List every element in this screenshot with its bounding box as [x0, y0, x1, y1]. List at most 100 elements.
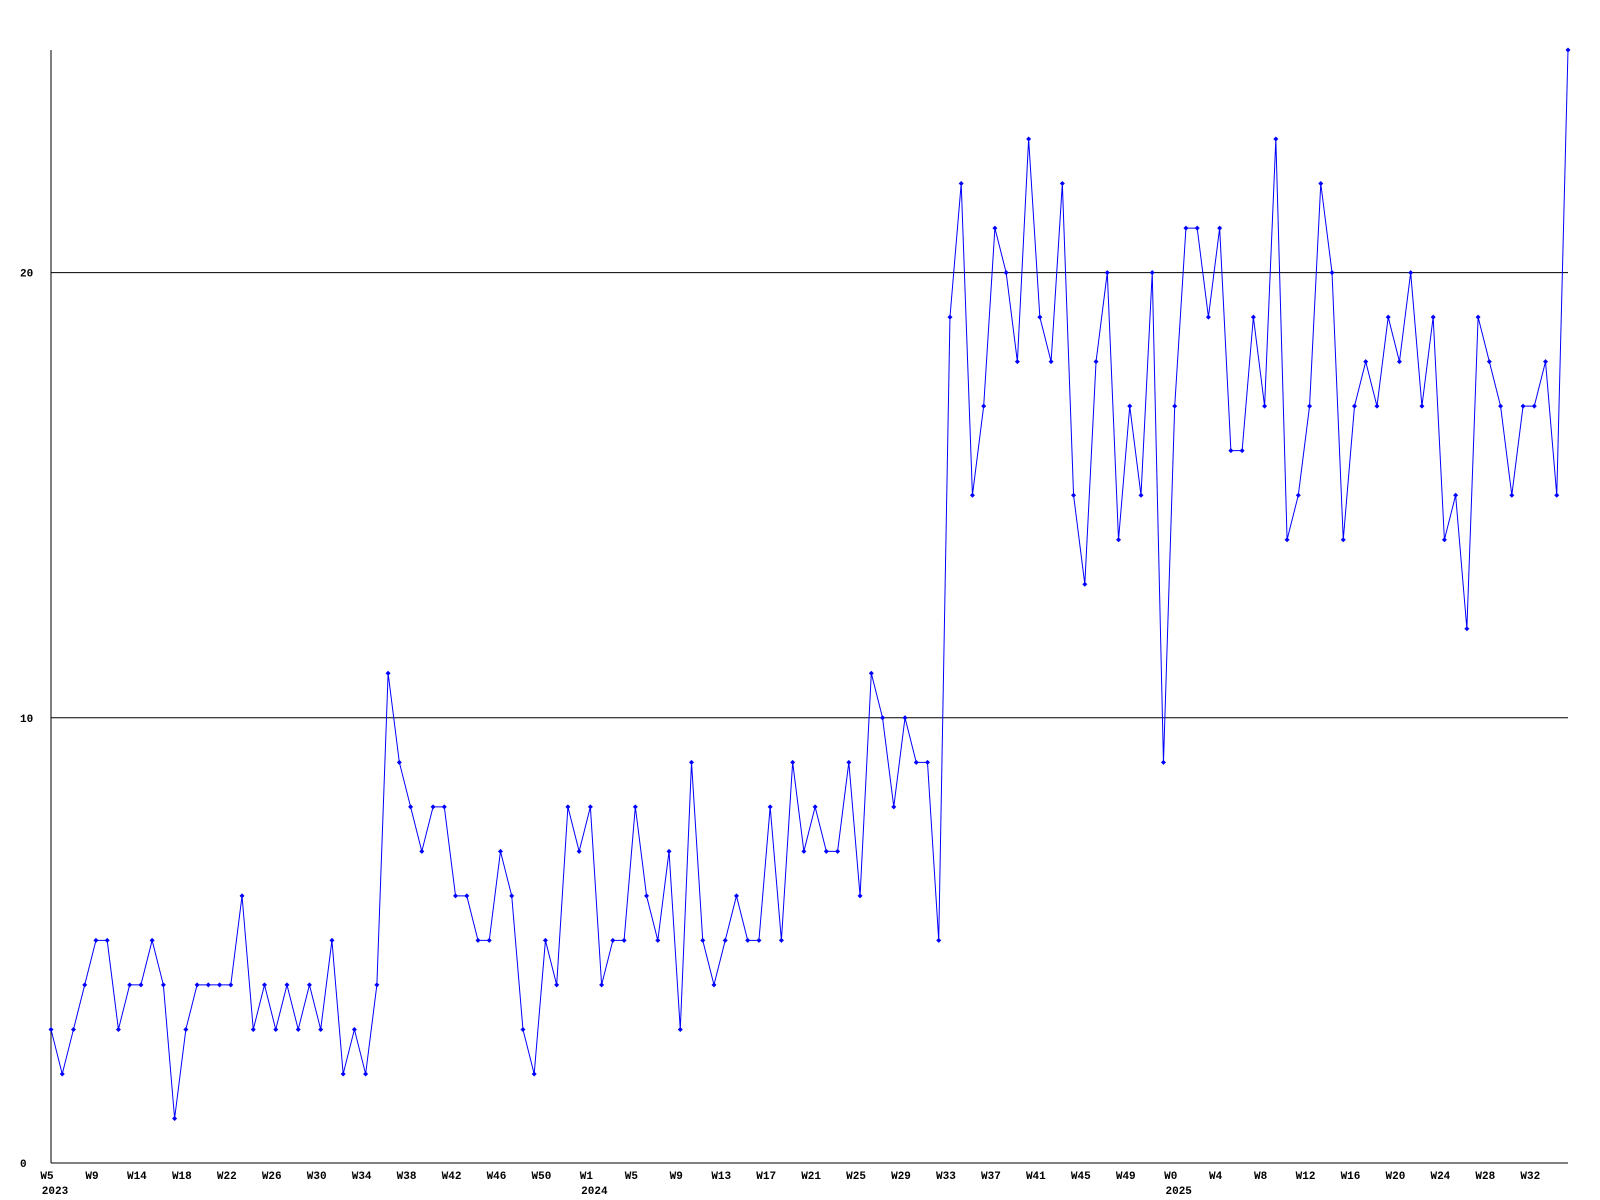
- point: [1441, 537, 1447, 543]
- point: [1059, 181, 1065, 187]
- point: [239, 893, 245, 899]
- x-tick-label: W26: [262, 1171, 282, 1183]
- point: [1408, 270, 1414, 276]
- x-tick-label: W4: [1209, 1171, 1223, 1183]
- point: [1430, 314, 1436, 320]
- point: [992, 225, 998, 231]
- x-tick-label: W38: [397, 1171, 417, 1183]
- point: [408, 804, 414, 810]
- point: [1509, 492, 1515, 498]
- point: [127, 982, 133, 988]
- point: [1172, 403, 1178, 409]
- point: [441, 804, 447, 810]
- x-tick-label: W5: [625, 1171, 639, 1183]
- point: [48, 1026, 54, 1032]
- x-tick-label: W37: [981, 1171, 1001, 1183]
- point: [1486, 359, 1492, 365]
- point: [812, 804, 818, 810]
- point: [1239, 448, 1245, 454]
- point: [520, 1026, 526, 1032]
- point: [756, 937, 762, 943]
- point: [531, 1071, 537, 1077]
- point: [205, 982, 211, 988]
- point: [880, 715, 886, 721]
- point: [1071, 492, 1077, 498]
- x-tick-label: W14: [127, 1171, 147, 1183]
- x-tick-label: W0: [1164, 1171, 1177, 1183]
- point: [329, 937, 335, 943]
- point: [284, 982, 290, 988]
- point: [340, 1071, 346, 1077]
- point: [149, 937, 155, 943]
- point: [958, 181, 964, 187]
- point: [1048, 359, 1054, 365]
- x-tick-label: W32: [1520, 1171, 1540, 1183]
- y-tick-label: 20: [20, 269, 33, 281]
- point: [554, 982, 560, 988]
- x-tick-label: W45: [1071, 1171, 1091, 1183]
- point: [1183, 225, 1189, 231]
- point: [1104, 270, 1110, 276]
- point: [318, 1026, 324, 1032]
- point: [1520, 403, 1526, 409]
- point: [138, 982, 144, 988]
- point: [1014, 359, 1020, 365]
- point: [610, 937, 616, 943]
- point: [464, 893, 470, 899]
- point: [453, 893, 459, 899]
- year-label: 2024: [581, 1186, 608, 1198]
- point: [194, 982, 200, 988]
- point: [700, 937, 706, 943]
- point: [1453, 492, 1459, 498]
- point: [1026, 136, 1032, 142]
- x-tick-label: W29: [891, 1171, 911, 1183]
- point: [1385, 314, 1391, 320]
- point: [1464, 626, 1470, 632]
- point: [1531, 403, 1537, 409]
- point: [497, 848, 503, 854]
- point: [1284, 537, 1290, 543]
- point: [419, 848, 425, 854]
- point: [59, 1071, 65, 1077]
- point: [655, 937, 661, 943]
- point: [644, 893, 650, 899]
- point: [1565, 47, 1571, 53]
- point: [1351, 403, 1357, 409]
- x-tick-label: W49: [1116, 1171, 1136, 1183]
- point: [475, 937, 481, 943]
- point: [273, 1026, 279, 1032]
- point: [172, 1115, 178, 1121]
- point: [1037, 314, 1043, 320]
- year-label: 2025: [1166, 1186, 1193, 1198]
- point: [1419, 403, 1425, 409]
- point: [509, 893, 515, 899]
- point: [1318, 181, 1324, 187]
- x-tick-label: W41: [1026, 1171, 1046, 1183]
- point: [745, 937, 751, 943]
- point: [767, 804, 773, 810]
- point: [396, 759, 402, 765]
- point: [981, 403, 987, 409]
- point: [228, 982, 234, 988]
- point: [430, 804, 436, 810]
- y-tick-label: 0: [20, 1159, 27, 1171]
- point: [70, 1026, 76, 1032]
- x-tick-label: W16: [1341, 1171, 1361, 1183]
- x-tick-label: W9: [670, 1171, 683, 1183]
- y-tick-label: 10: [20, 714, 33, 726]
- point: [1307, 403, 1313, 409]
- x-tick-label: W20: [1386, 1171, 1406, 1183]
- point: [1262, 403, 1268, 409]
- x-tick-label: W24: [1430, 1171, 1450, 1183]
- point: [733, 893, 739, 899]
- point: [1554, 492, 1560, 498]
- x-tick-label: W30: [307, 1171, 327, 1183]
- point: [1329, 270, 1335, 276]
- point: [632, 804, 638, 810]
- point: [1396, 359, 1402, 365]
- point: [1127, 403, 1133, 409]
- x-tick-label: W5: [40, 1171, 54, 1183]
- x-tick-label: W33: [936, 1171, 956, 1183]
- x-tick-label: W34: [352, 1171, 372, 1183]
